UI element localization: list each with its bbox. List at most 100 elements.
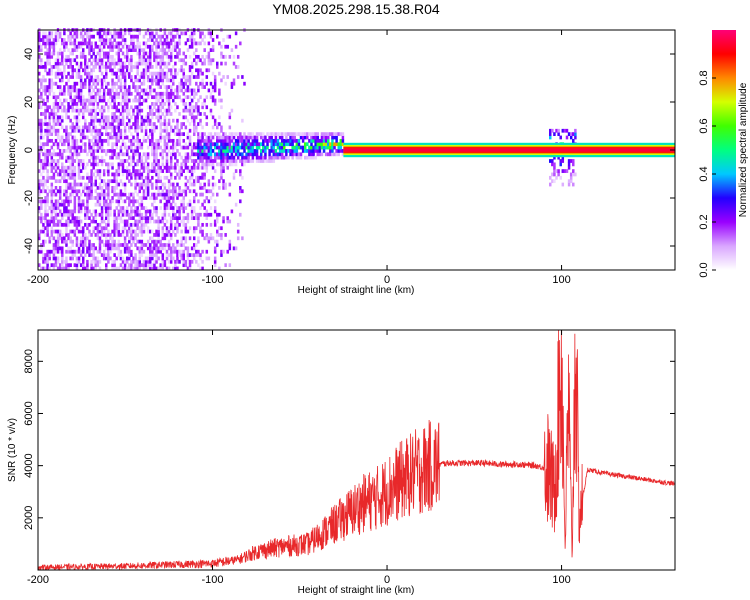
heatmap-cell bbox=[318, 152, 322, 157]
heatmap-cell bbox=[121, 71, 125, 76]
heatmap-cell bbox=[42, 189, 45, 194]
heatmap-cell bbox=[226, 142, 229, 147]
heatmap-cell bbox=[236, 149, 240, 153]
heatmap-cell bbox=[128, 44, 131, 49]
heatmap-cell bbox=[130, 138, 133, 143]
heatmap-cell bbox=[140, 199, 144, 204]
heatmap-cell bbox=[142, 259, 146, 264]
heatmap-cell bbox=[65, 226, 68, 231]
heatmap-cell bbox=[65, 112, 68, 116]
heatmap-cell bbox=[50, 189, 54, 194]
heatmap-cell bbox=[58, 236, 62, 241]
heatmap-cell bbox=[218, 71, 221, 76]
heatmap-cell bbox=[69, 31, 72, 36]
heatmap-cell bbox=[65, 249, 68, 254]
heatmap-cell bbox=[329, 132, 332, 136]
heatmap-cell bbox=[195, 159, 198, 163]
y-tick-label: 4000 bbox=[23, 453, 35, 477]
heatmap-cell bbox=[236, 54, 240, 59]
heatmap-cell bbox=[184, 263, 188, 268]
heatmap-cell bbox=[123, 189, 127, 194]
heatmap-cell bbox=[48, 41, 51, 46]
heatmap-cell bbox=[142, 192, 146, 197]
heatmap-cell bbox=[146, 186, 150, 190]
colorbar-ticks: 0.00.20.40.60.8 bbox=[698, 70, 716, 278]
heatmap-cell bbox=[119, 249, 123, 254]
heatmap-cell bbox=[73, 34, 77, 39]
heatmap-cell bbox=[38, 149, 41, 153]
heatmap-cell bbox=[42, 31, 45, 36]
heatmap-cell bbox=[63, 192, 66, 197]
heatmap-cell bbox=[314, 155, 317, 160]
heatmap-cell bbox=[303, 155, 307, 160]
heatmap-cell bbox=[197, 122, 200, 126]
heatmap-cell bbox=[149, 182, 152, 187]
heatmap-cell bbox=[218, 266, 221, 271]
heatmap-cell bbox=[58, 135, 62, 140]
heatmap-cell bbox=[128, 263, 131, 268]
heatmap-cell bbox=[138, 186, 142, 190]
heatmap-cell bbox=[149, 54, 152, 59]
heatmap-cell bbox=[182, 256, 185, 261]
heatmap-cell bbox=[56, 95, 60, 100]
heatmap-cell bbox=[199, 81, 202, 86]
heatmap-cell bbox=[44, 115, 47, 120]
heatmap-cell bbox=[209, 112, 213, 116]
heatmap-cell bbox=[136, 226, 139, 231]
heatmap-cell bbox=[176, 132, 179, 136]
heatmap-cell bbox=[88, 102, 91, 106]
heatmap-cell bbox=[88, 44, 91, 49]
heatmap-cell bbox=[69, 58, 72, 63]
heatmap-cell bbox=[151, 108, 154, 113]
heatmap-cell bbox=[333, 142, 336, 147]
heatmap-cell bbox=[312, 132, 315, 136]
heatmap-cell bbox=[264, 155, 267, 160]
heatmap-cell bbox=[140, 155, 144, 160]
heatmap-cell bbox=[161, 44, 165, 49]
heatmap-cell bbox=[46, 34, 49, 39]
heatmap-cell bbox=[44, 212, 47, 217]
heatmap-cell bbox=[50, 175, 54, 180]
heatmap-cell bbox=[180, 256, 183, 261]
heatmap-cell bbox=[165, 226, 169, 231]
heatmap-cell bbox=[167, 243, 171, 247]
heatmap-cell bbox=[98, 91, 102, 96]
heatmap-cell bbox=[111, 105, 114, 110]
heatmap-cell bbox=[42, 226, 45, 231]
heatmap-cell bbox=[138, 78, 142, 83]
heatmap-cell bbox=[75, 122, 79, 126]
heatmap-cell bbox=[174, 162, 177, 167]
heatmap-cell bbox=[42, 112, 45, 116]
heatmap-cell bbox=[195, 91, 198, 96]
heatmap-cell bbox=[92, 78, 95, 83]
heatmap-cell bbox=[199, 112, 202, 116]
heatmap-cell bbox=[107, 118, 110, 123]
heatmap-cell bbox=[117, 122, 121, 126]
heatmap-cell bbox=[144, 68, 148, 73]
heatmap-cell bbox=[132, 85, 135, 89]
heatmap-cell bbox=[134, 256, 137, 261]
heatmap-cell bbox=[174, 44, 177, 49]
heatmap-cell bbox=[71, 65, 74, 69]
heatmap-cell bbox=[165, 152, 169, 157]
heatmap-cell bbox=[123, 263, 127, 268]
heatmap-cell bbox=[138, 175, 142, 180]
heatmap-cell bbox=[157, 105, 160, 110]
heatmap-cell bbox=[220, 44, 223, 49]
heatmap-cell bbox=[165, 233, 169, 237]
heatmap-cell bbox=[197, 222, 200, 227]
heatmap-cell bbox=[67, 88, 70, 93]
heatmap-cell bbox=[155, 249, 158, 254]
heatmap-cell bbox=[71, 85, 74, 89]
heatmap-cell bbox=[153, 233, 156, 237]
heatmap-cell bbox=[44, 31, 47, 36]
heatmap-cell bbox=[211, 44, 215, 49]
heatmap-cell bbox=[134, 172, 137, 177]
heatmap-cell bbox=[130, 132, 133, 136]
heatmap-cell bbox=[224, 149, 227, 153]
heatmap-cell bbox=[186, 38, 190, 42]
heatmap-cell bbox=[184, 236, 188, 241]
heatmap-cell bbox=[98, 95, 102, 100]
heatmap-cell bbox=[102, 75, 106, 79]
heatmap-cell bbox=[155, 38, 158, 42]
